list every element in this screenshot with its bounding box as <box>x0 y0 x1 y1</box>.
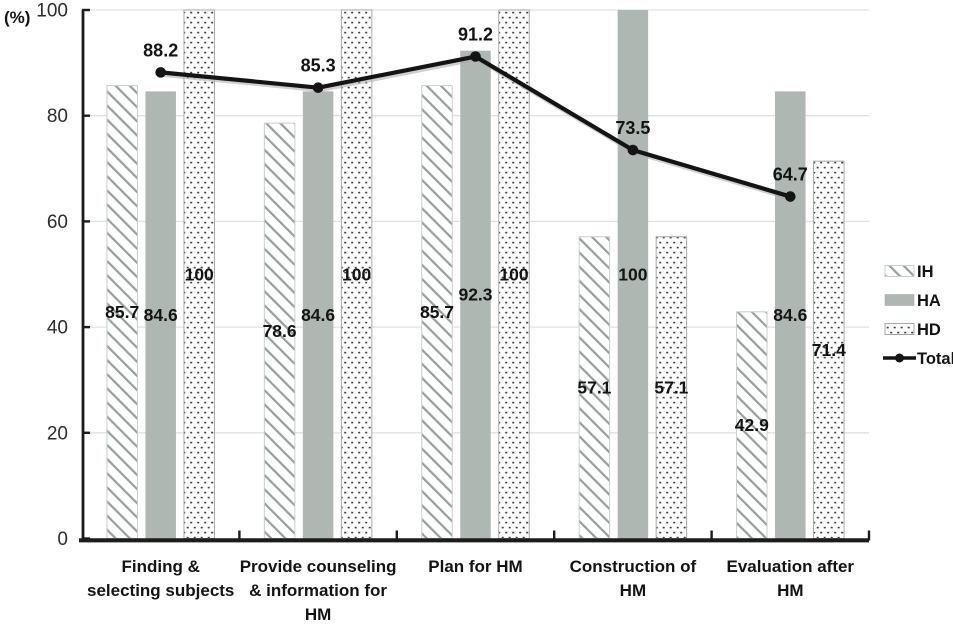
bar-value-label-ha-1: 84.6 <box>301 305 335 325</box>
total-value-label-1: 85.3 <box>301 56 336 76</box>
legend-label-ih: IH <box>917 263 934 281</box>
bar-value-label-ha-2: 92.3 <box>458 285 492 305</box>
bar-value-label-ih-2: 85.7 <box>420 302 454 322</box>
category-label-0: Finding & selecting subjects <box>87 557 234 600</box>
total-marker-0 <box>155 67 166 78</box>
bar-ih-3 <box>578 236 611 539</box>
bar-value-label-hd-0: 100 <box>185 264 214 284</box>
category-label-4: Evaluation after HM <box>727 557 855 600</box>
bar-hd-4 <box>813 160 845 539</box>
y-tick-label-60: 60 <box>47 212 68 233</box>
legend-label-hd: HD <box>917 321 941 339</box>
bar-ih-0 <box>106 85 138 539</box>
legend: IH HA HD Total <box>883 263 953 368</box>
legend-item-total: Total <box>883 350 953 368</box>
total-marker-1 <box>312 82 324 93</box>
bar-value-label-hd-2: 100 <box>499 264 528 284</box>
bar-ih-4 <box>736 311 768 539</box>
total-value-label-4: 64.7 <box>773 165 808 185</box>
y-axis-unit-label: (%) <box>4 8 30 27</box>
category-label-3: Construction of HM <box>570 557 697 600</box>
bar-value-label-ha-3: 100 <box>618 264 647 284</box>
y-tick-label-40: 40 <box>47 318 68 339</box>
category-label-2: Plan for HM <box>428 557 522 576</box>
bar-value-label-ha-4: 84.6 <box>773 305 807 325</box>
bar-ha-1 <box>302 91 334 539</box>
y-tick-label-100: 100 <box>36 1 68 22</box>
legend-label-total: Total <box>917 350 953 368</box>
legend-swatch-ha <box>884 294 915 306</box>
legend-line-marker-total <box>895 353 904 363</box>
bar-value-label-hd-3: 57.1 <box>654 378 688 398</box>
bar-value-label-ih-3: 57.1 <box>577 378 611 398</box>
legend-swatch-hd <box>884 323 915 335</box>
legend-item-ha: HA <box>884 292 941 310</box>
y-tick-label-0: 0 <box>57 529 68 550</box>
bar-value-label-hd-4: 71.4 <box>812 340 846 360</box>
bar-ih-1 <box>263 122 296 539</box>
legend-swatch-ih <box>884 265 915 277</box>
legend-item-hd: HD <box>884 321 941 339</box>
total-marker-2 <box>470 51 481 62</box>
y-tick-label-20: 20 <box>47 423 68 444</box>
bar-value-label-ih-1: 78.6 <box>263 321 297 341</box>
bar-hd-2 <box>498 9 530 539</box>
total-marker-4 <box>785 191 796 202</box>
category-label-1: Provide counseling & information for HM <box>240 557 397 624</box>
bar-ha-2 <box>460 50 491 539</box>
total-value-label-2: 91.2 <box>458 25 493 45</box>
bar-hd-0 <box>183 9 215 539</box>
total-value-label-3: 73.5 <box>615 118 650 138</box>
bar-ih-2 <box>421 85 453 539</box>
bar-ha-0 <box>145 91 176 539</box>
bar-ha-3 <box>617 10 649 539</box>
total-value-label-0: 88.2 <box>143 40 178 60</box>
bar-value-label-ha-0: 84.6 <box>144 305 178 325</box>
legend-item-ih: IH <box>884 263 934 281</box>
y-tick-label-80: 80 <box>47 106 68 127</box>
bar-value-label-ih-0: 85.7 <box>105 302 139 322</box>
bar-value-label-ih-4: 42.9 <box>735 415 769 435</box>
bar-value-label-hd-1: 100 <box>342 264 371 284</box>
total-marker-3 <box>627 144 639 156</box>
legend-label-ha: HA <box>917 292 941 310</box>
bar-ha-4 <box>775 91 806 539</box>
